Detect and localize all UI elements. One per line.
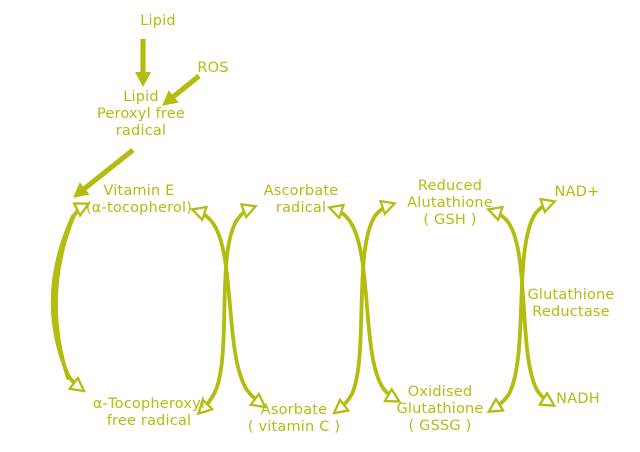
cycle-arrow-vitamin-e-to-tocopheroxyl xyxy=(50,214,80,388)
label-ros: ROS xyxy=(197,60,229,76)
label-nadh: NADH xyxy=(556,391,600,407)
label-vitamin-e: Vitamin E (α-tocopherol) xyxy=(85,183,193,216)
label-lipid: Lipid xyxy=(140,13,176,29)
label-lipid-peroxyl-free-radical: Lipid Peroxyl free radical xyxy=(96,89,186,139)
label-asorbate-vitamin-c: Asorbate ( vitamin C ) xyxy=(247,402,341,435)
arrow-ros-to-peroxyl xyxy=(162,73,201,106)
cycle-arrow-nad-oxidised-glutathione xyxy=(493,203,550,409)
label-reduced-glutathione: Reduced Alutathione ( GSH ) xyxy=(407,178,493,228)
label-alpha-tocopheroxyl: α-Tocopheroxyl free radical xyxy=(92,396,206,429)
label-nad-plus: NAD+ xyxy=(554,184,600,200)
label-oxidised-glutathione: Oxidised Glutathione ( GSSG ) xyxy=(396,384,484,434)
arrow-peroxyl-to-vitamin-e xyxy=(73,147,135,198)
cycle-arrow-ascorbate-oxidised-glutathione xyxy=(334,209,395,399)
cycle-arrow-ascorbate-radical-tocopheroxyl xyxy=(202,208,251,410)
label-ascorbate-radical: Ascorbate radical xyxy=(263,183,339,216)
label-glutathione-reductase: Glutathione Reductase xyxy=(527,287,615,320)
cycle-arrow-gsh-asorbate xyxy=(338,205,390,410)
